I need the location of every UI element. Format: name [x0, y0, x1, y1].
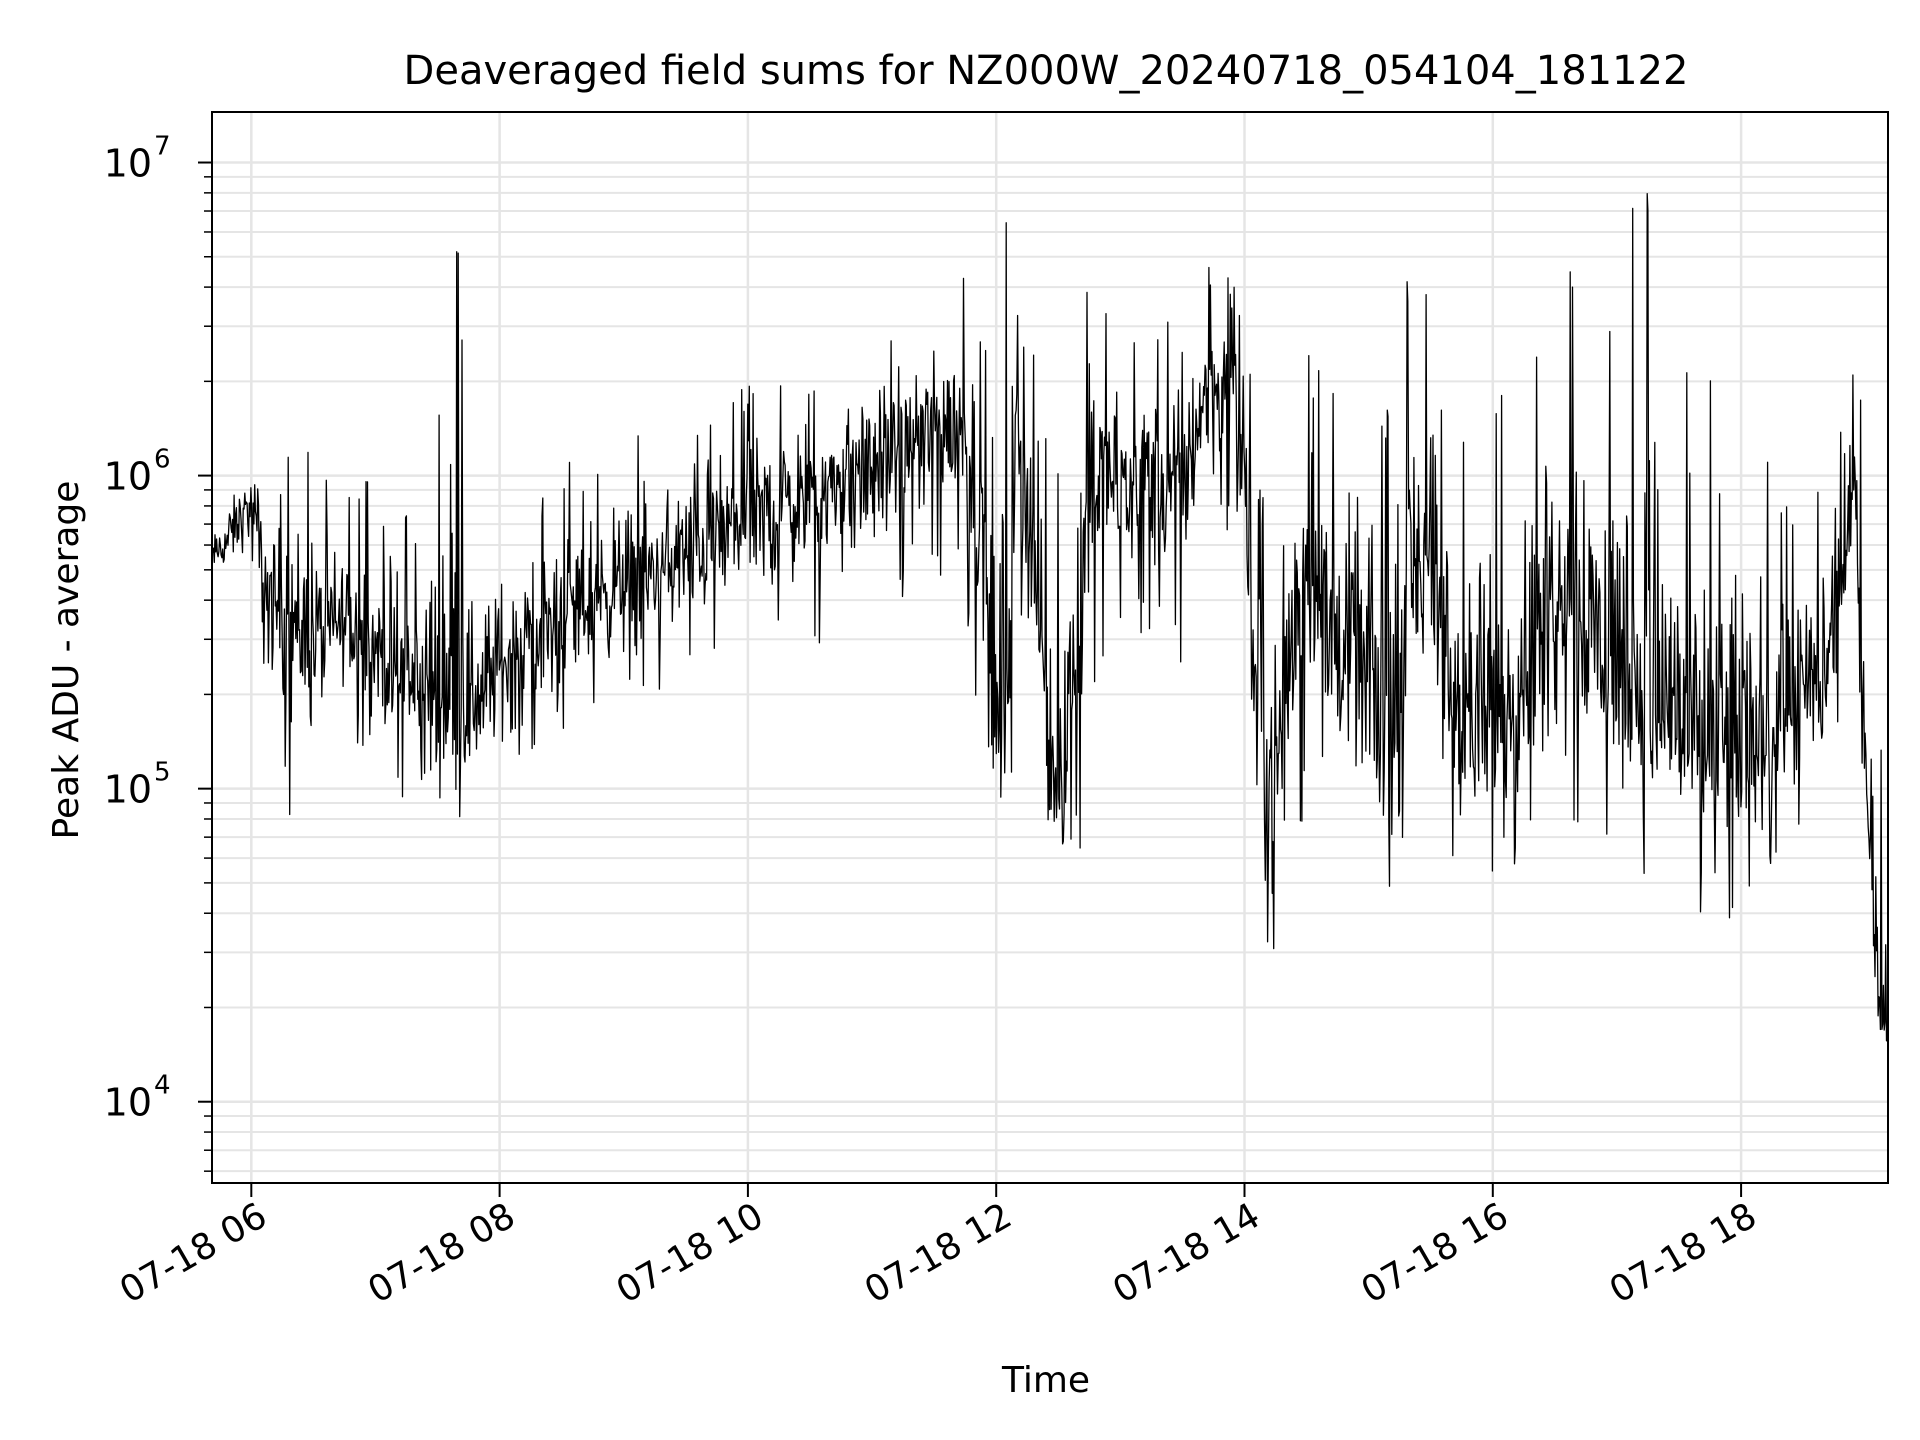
y-tick-label: 10 — [104, 1081, 152, 1125]
y-tick-label: 10 — [104, 142, 152, 186]
y-tick-exponent: 5 — [154, 758, 171, 788]
y-tick-exponent: 4 — [154, 1071, 171, 1101]
y-tick-exponent: 7 — [154, 132, 171, 162]
plot-area — [211, 193, 1889, 1048]
y-tick-label: 10 — [104, 768, 152, 812]
y-tick-label: 10 — [104, 455, 152, 499]
y-axis-label: Peak ADU - average — [46, 481, 87, 840]
chart-title: Deaveraged field sums for NZ000W_2024071… — [404, 48, 1689, 94]
series-line — [211, 193, 1889, 1048]
axes-frame — [211, 111, 1889, 1184]
x-axis-label: Time — [1001, 1360, 1090, 1401]
y-tick-exponent: 6 — [154, 445, 171, 475]
